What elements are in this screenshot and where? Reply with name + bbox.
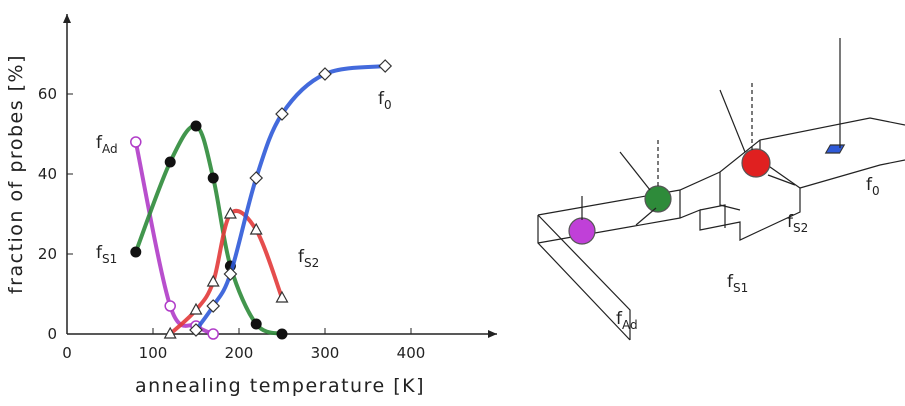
- arrow: [619, 151, 651, 191]
- marker: [164, 156, 176, 168]
- marker: [249, 222, 263, 235]
- arrow: [767, 174, 796, 186]
- arrow: [719, 89, 746, 153]
- diagram-label-main: f: [727, 272, 734, 292]
- marker: [206, 274, 220, 287]
- atom-ad: [568, 217, 596, 245]
- series: fAd: [96, 133, 219, 340]
- marker: [164, 300, 176, 312]
- y-axis-label: fraction of probes [%]: [5, 54, 27, 294]
- series-label-sub: S1: [102, 252, 117, 266]
- diagram-label: fS1: [727, 272, 748, 295]
- diagram-label-sub: S2: [793, 221, 808, 235]
- marker: [207, 328, 219, 340]
- marker: [130, 246, 142, 258]
- series-label: fS2: [298, 247, 319, 270]
- marker: [189, 323, 203, 337]
- atom-s2: [741, 148, 771, 178]
- diagram-label-sub: 0: [872, 184, 880, 198]
- x-tick-label: 400: [397, 344, 426, 362]
- marker: [223, 267, 238, 281]
- x-tick-label: 0: [62, 344, 72, 362]
- x-tick-label: 100: [139, 344, 168, 362]
- arrow: [635, 207, 657, 226]
- marker: [276, 328, 288, 340]
- marker: [249, 171, 264, 185]
- step-edge: [699, 204, 726, 228]
- series-label-main: f: [298, 247, 305, 267]
- x-tick-label: 300: [311, 344, 340, 362]
- y-tick-label: 40: [38, 165, 57, 183]
- marker: [275, 290, 289, 303]
- chart: 0 100 200 300 400 0 20 40 60 annealing temperatur…: [5, 14, 497, 397]
- marker: [130, 136, 142, 148]
- series-label-sub: Ad: [102, 142, 118, 156]
- diagram-label-sub: S1: [733, 281, 748, 295]
- series-label: fS1: [96, 243, 117, 266]
- marker: [378, 59, 393, 73]
- diagram-label-main: f: [616, 309, 623, 329]
- x-axis-label: annealing temperature [K]: [135, 375, 425, 397]
- diagram-label: fAd: [616, 309, 638, 332]
- series-label: fAd: [96, 133, 118, 156]
- series: fS2: [163, 206, 319, 339]
- marker: [190, 120, 202, 132]
- atom-s1: [644, 185, 672, 213]
- series-label-sub: S2: [304, 256, 319, 270]
- step-edge: [537, 117, 905, 216]
- step-edge: [537, 159, 905, 244]
- series-label-main: f: [96, 243, 103, 263]
- series-label: f0: [378, 89, 392, 112]
- series-label-sub: 0: [384, 98, 392, 112]
- y-tick-label: 20: [38, 245, 57, 263]
- marker: [163, 326, 177, 339]
- x-tick-label: 200: [225, 344, 254, 362]
- series-line: [133, 140, 216, 336]
- marker: [206, 299, 221, 313]
- marker: [189, 302, 203, 315]
- y-tick-label: 0: [47, 325, 57, 343]
- series-label-main: f: [378, 89, 385, 109]
- series-line: [194, 64, 388, 332]
- y-tick-label: 60: [38, 85, 57, 103]
- series: f0: [189, 59, 393, 337]
- step-edge: [719, 172, 741, 211]
- marker: [318, 67, 332, 81]
- diagram-label: fS2: [787, 212, 808, 235]
- diagram-label-main: f: [866, 175, 873, 195]
- diagram-label-main: f: [787, 212, 794, 232]
- marker: [223, 206, 237, 219]
- marker: [207, 172, 219, 184]
- step-edge: [537, 214, 631, 340]
- series: fS1: [96, 120, 288, 340]
- diagram-label-sub: Ad: [622, 318, 638, 332]
- diagram-label: f0: [866, 175, 880, 198]
- marker: [275, 107, 289, 121]
- marker: [250, 318, 262, 330]
- series-label-main: f: [96, 133, 103, 153]
- atom-0: [824, 144, 846, 154]
